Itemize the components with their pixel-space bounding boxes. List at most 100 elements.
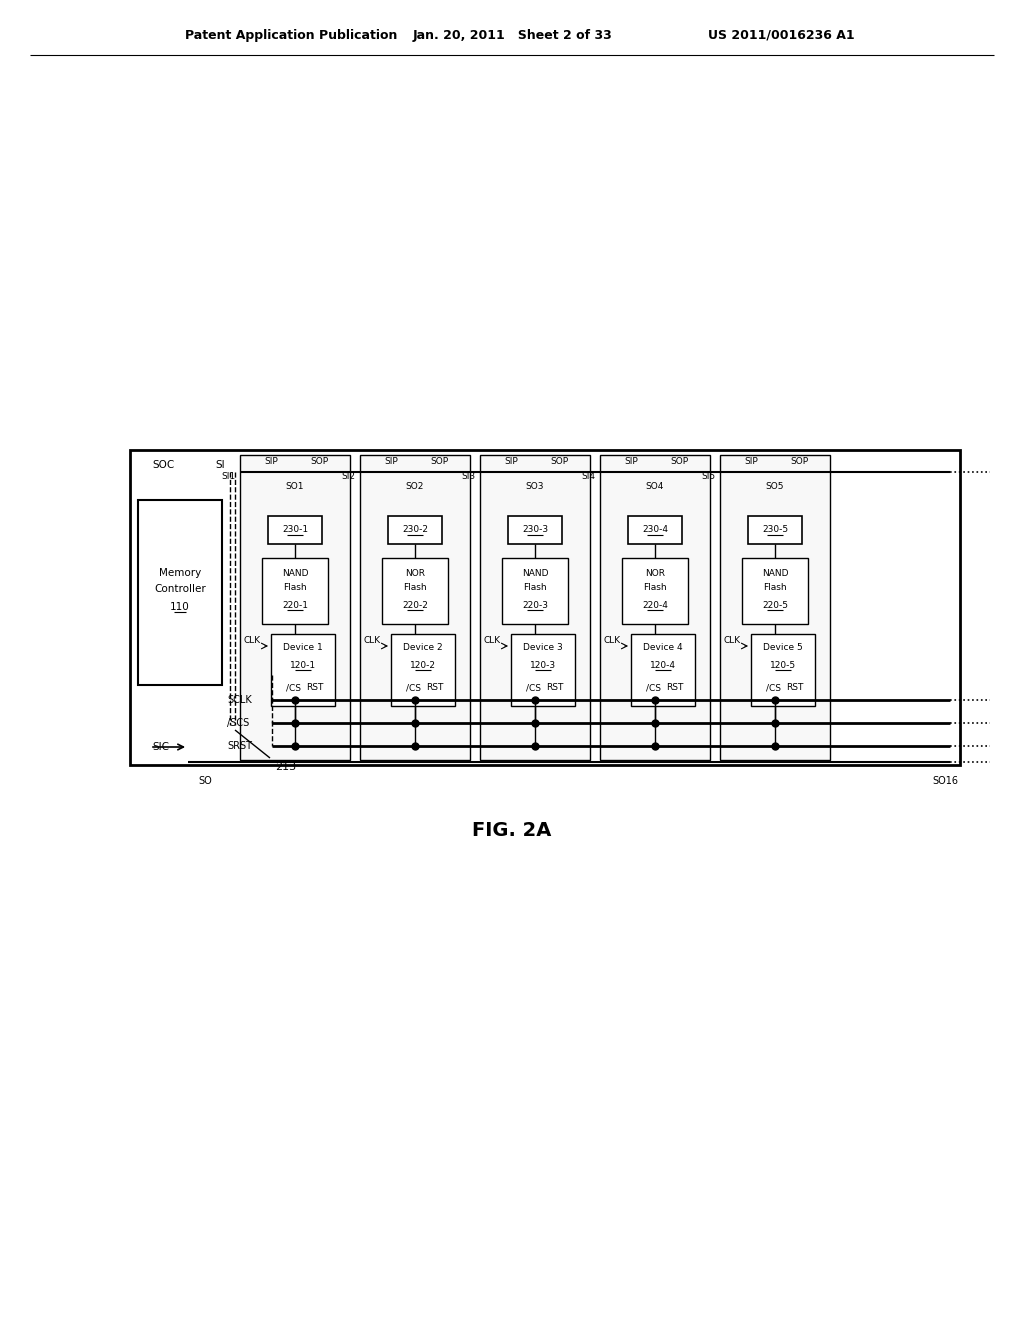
- Text: SI2: SI2: [341, 473, 355, 480]
- Text: SI5: SI5: [700, 473, 715, 480]
- Text: /CS: /CS: [286, 684, 300, 693]
- Text: SCLK: SCLK: [227, 696, 252, 705]
- Text: Flash: Flash: [284, 583, 307, 593]
- Text: /CS: /CS: [525, 684, 541, 693]
- Bar: [600, 455, 710, 760]
- Bar: [502, 558, 568, 624]
- Text: 120-3: 120-3: [530, 660, 556, 669]
- Bar: [720, 455, 830, 760]
- Text: SIP: SIP: [624, 458, 638, 466]
- Text: NOR: NOR: [645, 569, 665, 578]
- Text: CLK: CLK: [723, 636, 740, 645]
- Text: SOP: SOP: [791, 458, 808, 466]
- Text: 230-4: 230-4: [642, 525, 668, 535]
- Bar: [138, 500, 222, 685]
- Text: SRST: SRST: [227, 741, 252, 751]
- Text: /SCS: /SCS: [227, 718, 249, 729]
- Text: 230-1: 230-1: [282, 525, 308, 535]
- Bar: [751, 634, 815, 706]
- Text: NAND: NAND: [282, 569, 308, 578]
- Text: SO5: SO5: [766, 482, 784, 491]
- Text: SI4: SI4: [581, 473, 595, 480]
- Bar: [511, 634, 575, 706]
- Text: SO16: SO16: [932, 776, 958, 785]
- Text: 220-5: 220-5: [762, 601, 788, 610]
- Text: Device 5: Device 5: [763, 644, 803, 652]
- Text: NAND: NAND: [522, 569, 548, 578]
- Text: SOP: SOP: [670, 458, 688, 466]
- Text: SI3: SI3: [461, 473, 475, 480]
- Text: Device 2: Device 2: [403, 644, 442, 652]
- Text: 230-5: 230-5: [762, 525, 788, 535]
- Text: Patent Application Publication: Patent Application Publication: [185, 29, 397, 41]
- Bar: [391, 634, 455, 706]
- Bar: [240, 455, 350, 760]
- Text: 220-4: 220-4: [642, 601, 668, 610]
- Text: SOP: SOP: [430, 458, 449, 466]
- Bar: [480, 455, 590, 760]
- Text: 120-4: 120-4: [650, 660, 676, 669]
- Text: NAND: NAND: [762, 569, 788, 578]
- Bar: [631, 634, 695, 706]
- Text: 220-1: 220-1: [282, 601, 308, 610]
- Bar: [388, 516, 442, 544]
- Text: CLK: CLK: [362, 636, 380, 645]
- Text: /CS: /CS: [766, 684, 780, 693]
- Bar: [382, 558, 449, 624]
- Text: SI: SI: [215, 459, 224, 470]
- Text: Flash: Flash: [523, 583, 547, 593]
- Text: 230-3: 230-3: [522, 525, 548, 535]
- Text: Device 3: Device 3: [523, 644, 563, 652]
- Text: 120-5: 120-5: [770, 660, 796, 669]
- Bar: [622, 558, 688, 624]
- Text: /CS: /CS: [645, 684, 660, 693]
- Text: Flash: Flash: [763, 583, 786, 593]
- Text: CLK: CLK: [243, 636, 260, 645]
- Text: Flash: Flash: [643, 583, 667, 593]
- Text: 110: 110: [170, 602, 189, 611]
- Text: Jan. 20, 2011   Sheet 2 of 33: Jan. 20, 2011 Sheet 2 of 33: [412, 29, 612, 41]
- Text: SOP: SOP: [310, 458, 329, 466]
- Text: RST: RST: [306, 684, 324, 693]
- Text: RST: RST: [667, 684, 684, 693]
- Text: Device 4: Device 4: [643, 644, 683, 652]
- Text: SO1: SO1: [286, 482, 304, 491]
- Text: SIC: SIC: [152, 742, 169, 752]
- Text: SOC: SOC: [152, 459, 174, 470]
- Text: SIP: SIP: [384, 458, 397, 466]
- Bar: [262, 558, 328, 624]
- Text: SO3: SO3: [525, 482, 544, 491]
- Text: 230-2: 230-2: [402, 525, 428, 535]
- Text: FIG. 2A: FIG. 2A: [472, 821, 552, 840]
- Text: SO4: SO4: [646, 482, 665, 491]
- Text: Flash: Flash: [403, 583, 427, 593]
- Text: SIP: SIP: [264, 458, 278, 466]
- Text: SIP: SIP: [743, 458, 758, 466]
- Text: 220-2: 220-2: [402, 601, 428, 610]
- Bar: [508, 516, 562, 544]
- Text: CLK: CLK: [483, 636, 500, 645]
- Text: Controller: Controller: [155, 583, 206, 594]
- Bar: [268, 516, 322, 544]
- Text: SI1: SI1: [221, 473, 234, 480]
- Bar: [742, 558, 808, 624]
- Text: NOR: NOR: [406, 569, 425, 578]
- Text: SIP: SIP: [504, 458, 518, 466]
- Text: /CS: /CS: [406, 684, 421, 693]
- Bar: [130, 450, 961, 766]
- Text: Memory: Memory: [159, 568, 201, 578]
- Text: CLK: CLK: [603, 636, 621, 645]
- Text: RST: RST: [426, 684, 443, 693]
- Bar: [748, 516, 802, 544]
- Text: SO: SO: [198, 776, 212, 785]
- Text: SO2: SO2: [406, 482, 424, 491]
- Text: 120-2: 120-2: [410, 660, 436, 669]
- Text: 120-1: 120-1: [290, 660, 316, 669]
- Text: Device 1: Device 1: [283, 644, 323, 652]
- Bar: [628, 516, 682, 544]
- Text: 220-3: 220-3: [522, 601, 548, 610]
- Text: RST: RST: [547, 684, 563, 693]
- Text: RST: RST: [786, 684, 804, 693]
- Bar: [360, 455, 470, 760]
- Text: 213: 213: [275, 762, 296, 772]
